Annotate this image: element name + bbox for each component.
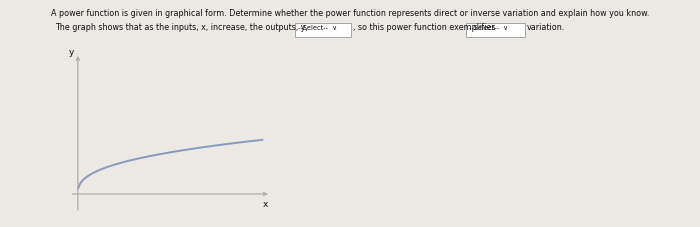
Text: --Select--  ∨: --Select-- ∨ xyxy=(469,25,508,31)
Text: variation.: variation. xyxy=(527,23,566,32)
Text: y: y xyxy=(69,49,74,57)
Text: A power function is given in graphical form. Determine whether the power functio: A power function is given in graphical f… xyxy=(51,9,649,18)
Text: --Select--  ∨: --Select-- ∨ xyxy=(298,25,337,31)
Text: The graph shows that as the inputs, x, increase, the outputs, y,: The graph shows that as the inputs, x, i… xyxy=(55,23,308,32)
Text: x: x xyxy=(262,200,268,209)
Text: , so this power function exemplifies: , so this power function exemplifies xyxy=(353,23,496,32)
FancyBboxPatch shape xyxy=(466,22,524,37)
FancyBboxPatch shape xyxy=(295,22,351,37)
